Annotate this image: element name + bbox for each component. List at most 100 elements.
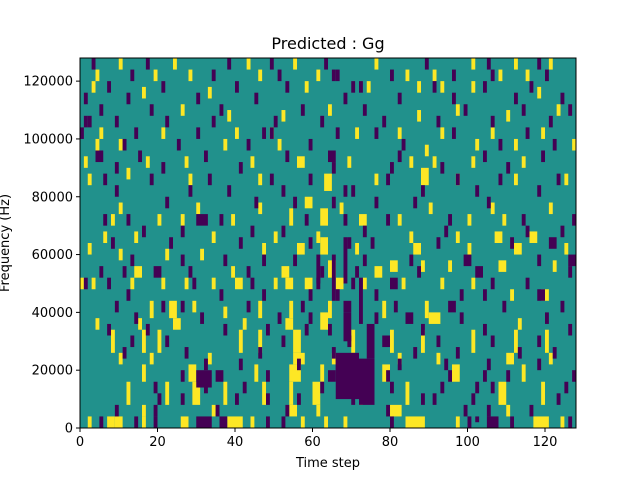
heatmap-cell-low [374,289,379,301]
heatmap-cell-low [483,323,487,336]
heatmap-cell-low [436,237,441,249]
heatmap-cell-high [289,364,301,382]
heatmap-cell-low [564,381,569,394]
heatmap-cell-high [514,138,518,151]
y-axis-label: Frequency (Hz) [0,194,13,292]
heatmap-cell-low [413,347,418,359]
heatmap-cell-low [153,381,158,394]
heatmap-cell-low [343,237,348,284]
heatmap-cell-low [537,58,542,70]
y-tick-label: 40000 [32,306,73,321]
heatmap-cell-low [219,289,224,301]
x-tick-label: 120 [533,435,558,450]
heatmap-cell-low [130,69,135,82]
heatmap-cell-low [572,370,577,382]
heatmap-cell-high [320,312,328,330]
heatmap-cell-low [223,254,228,267]
heatmap-cell-high [165,248,170,261]
heatmap-cell-low [506,162,511,174]
heatmap-cell-high [231,266,236,278]
heatmap-cell-low [514,92,518,105]
heatmap-cell-low [444,358,449,371]
heatmap-cell-high [494,231,503,243]
heatmap-cell-low [386,173,391,186]
heatmap-cell-low [490,277,495,290]
heatmap-cell-high [572,138,577,151]
heatmap-cell-high [91,81,96,93]
heatmap-cell-low [266,370,270,382]
heatmap-cell-high [130,277,135,290]
heatmap-cell-high [223,306,228,319]
heatmap-cell-high [440,127,445,139]
heatmap-cell-high [514,243,522,255]
heatmap-cell-high [161,127,166,139]
heatmap-cell-low [320,115,325,128]
heatmap-cell-high [273,231,278,243]
heatmap-cell-low [130,335,135,348]
heatmap-cell-high [424,300,429,319]
heatmap-cell-high [304,81,309,93]
heatmap-cell-low [370,237,375,249]
heatmap-cell-low [335,69,340,82]
heatmap-cell-low [343,214,348,226]
heatmap-cell-high [192,300,197,313]
heatmap-cell-low [107,81,112,93]
heatmap-cell-high [126,381,131,405]
heatmap-cell-high [145,156,150,168]
heatmap-cell-high [424,144,429,157]
heatmap-cell-high [455,416,460,428]
heatmap-cell-low [281,416,286,428]
heatmap-cell-low [83,92,88,105]
heatmap-cell-low [463,404,468,417]
heatmap-cell-high [107,416,115,428]
heatmap-cell-high [471,329,476,353]
heatmap-cell-high [142,86,146,99]
heatmap-cell-low [122,266,127,278]
heatmap-cell-high [366,81,371,93]
heatmap-cell-high [285,277,294,290]
heatmap-cell-low [486,196,491,209]
heatmap-cell-high [517,318,522,330]
heatmap-cell-high [405,416,425,428]
heatmap-cell-high [289,381,294,405]
heatmap-cell-low [486,358,491,371]
heatmap-cell-high [235,277,243,290]
heatmap-cell-low [134,416,139,428]
heatmap-cell-high [134,231,139,243]
heatmap-cell-low [95,150,104,163]
heatmap-cell-low [568,104,573,116]
y-tick-label: 80000 [32,190,73,205]
heatmap-cell-low [328,323,332,336]
heatmap-cell-low [262,254,267,267]
x-tick-label: 100 [455,435,480,450]
heatmap-cell-low [266,323,270,336]
heatmap-cell-high [397,352,402,365]
heatmap-cell-low [235,393,239,405]
heatmap-cell-low [502,300,507,313]
heatmap-cell-high [250,416,255,428]
heatmap-cell-low [525,277,530,290]
heatmap-cell-low [537,358,542,371]
heatmap-cell-low [343,300,352,313]
heatmap-cell-low [238,237,243,249]
heatmap-cell-low [343,312,352,342]
heatmap-cell-high [316,231,321,243]
heatmap-cell-low [397,92,402,105]
heatmap-cell-high [506,352,514,365]
y-tick-label: 120000 [23,75,73,90]
heatmap-cell-high [300,416,305,428]
heatmap-cell-high [537,86,542,99]
heatmap-cell-low [331,254,336,301]
heatmap-cell-high [455,231,460,243]
heatmap-cell-low [448,370,453,382]
heatmap-cell-low [91,58,96,70]
heatmap-cell-low [331,196,336,209]
heatmap-cell-low [126,289,131,301]
heatmap-cell-low [300,104,305,116]
heatmap-cell-high [405,381,410,405]
heatmap-cell-low [331,69,336,82]
heatmap-cell-high [142,364,146,382]
x-axis: 0 20 40 60 80 100 120 [76,428,558,450]
heatmap-cell-low [362,254,367,267]
heatmap-cell-low [521,214,526,226]
